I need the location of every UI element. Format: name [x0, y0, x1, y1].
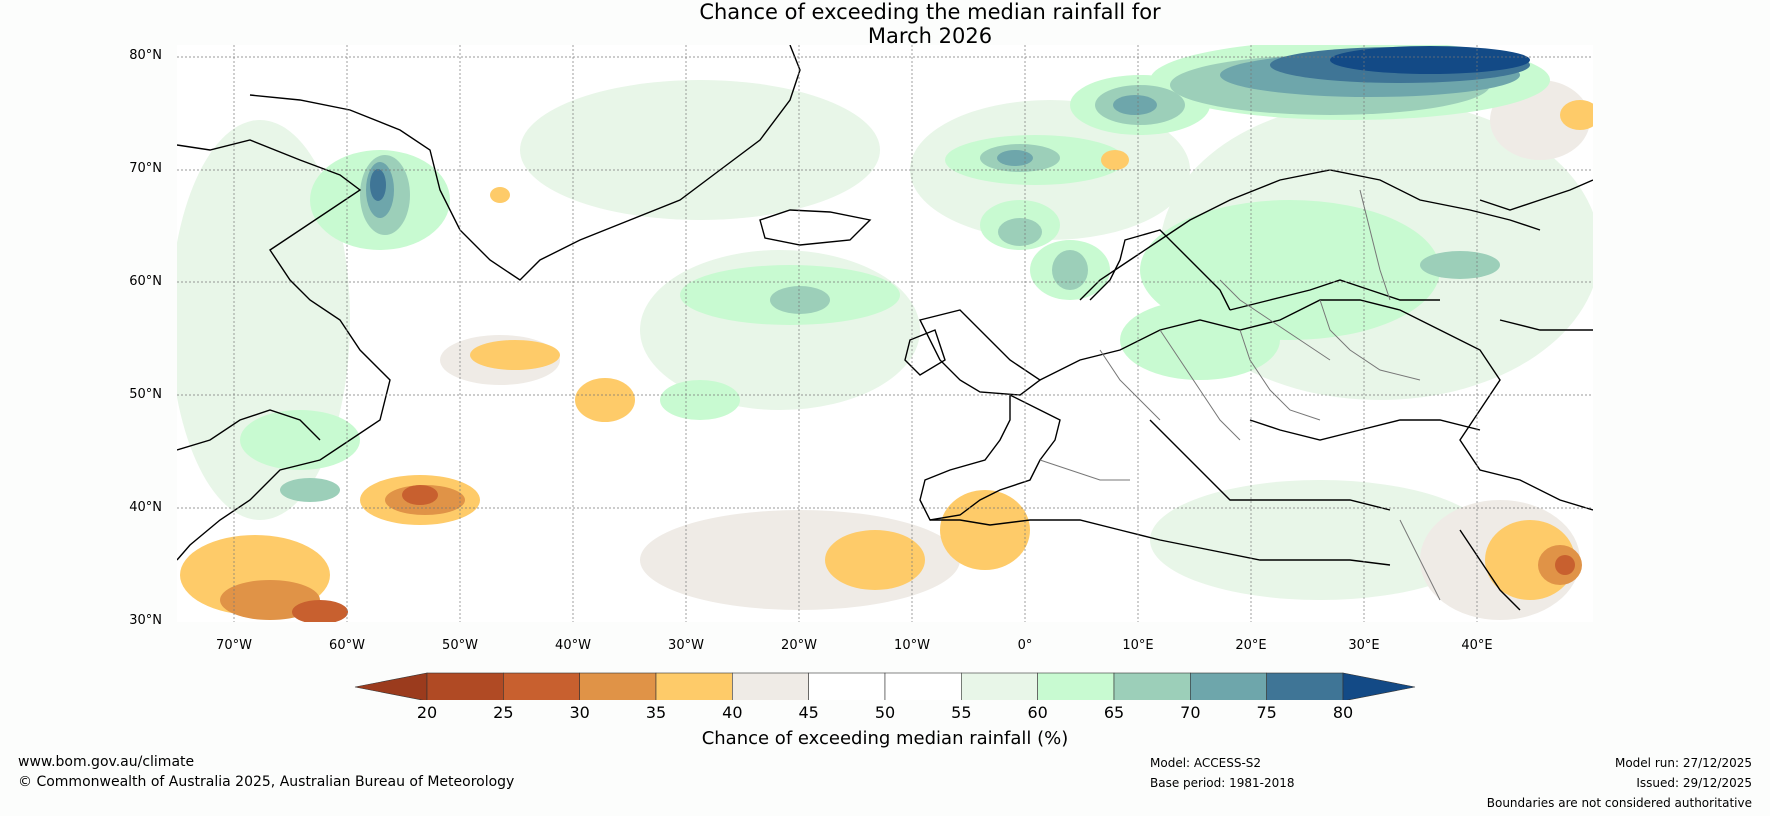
lon-label-0: 0° — [1017, 638, 1033, 653]
colorbar-under-arrow — [354, 672, 428, 702]
colorbar-segment-65-70 — [1113, 672, 1191, 702]
red-anomalies — [292, 485, 1575, 622]
colorbar-tick-25: 25 — [493, 703, 514, 722]
colorbar-tick-45: 45 — [798, 703, 819, 722]
colorbar-tick-70: 70 — [1180, 703, 1201, 722]
website-link[interactable]: www.bom.gov.au/climate — [18, 754, 195, 770]
lon-label-30w: 30°W — [668, 638, 704, 653]
colorbar-tick-80: 80 — [1332, 703, 1354, 722]
rainfall-map — [177, 45, 1593, 702]
colorbar-tick-60: 60 — [1027, 703, 1048, 722]
colorbar-tick-75: 75 — [1256, 703, 1277, 722]
map-area: 80°N 70°N 60°N 50°N 40°N 30°N 70°W 60°W … — [129, 45, 1593, 702]
lon-label-20w: 20°W — [781, 638, 817, 653]
copyright-text: © Commonwealth of Australia 2025, Austra… — [18, 774, 515, 790]
colorbar-tick-20: 20 — [416, 703, 438, 722]
colorbar — [354, 672, 1416, 702]
deep-blue-anomalies — [1330, 46, 1530, 74]
colorbar-segment-30-35 — [579, 672, 657, 702]
lon-label-10e: 10°E — [1122, 638, 1154, 653]
colorbar-segment-45-50 — [808, 672, 886, 702]
colorbar-segment-25-30 — [503, 672, 580, 702]
colorbar-tick-30: 30 — [569, 703, 590, 722]
lat-label-30n: 30°N — [129, 613, 162, 628]
model-run-text: Model run: 27/12/2025 — [1614, 756, 1752, 770]
colorbar-segment-70-75 — [1190, 672, 1267, 702]
lon-label-50w: 50°W — [442, 638, 478, 653]
lat-label-70n: 70°N — [129, 161, 162, 176]
lat-label-50n: 50°N — [129, 387, 162, 402]
gridlines — [177, 45, 1593, 622]
title-line-2: March 2026 — [867, 24, 993, 48]
colorbar-tick-50: 50 — [874, 703, 896, 722]
lat-label-60n: 60°N — [129, 274, 162, 289]
lon-label-20e: 20°E — [1235, 638, 1267, 653]
lon-label-10w: 10°W — [894, 638, 930, 653]
coastlines — [177, 45, 1593, 611]
colorbar-tick-65: 65 — [1103, 703, 1125, 722]
colorbar-segment-35-40 — [655, 672, 733, 702]
lat-label-80n: 80°N — [129, 48, 162, 63]
lon-label-40w: 40°W — [555, 638, 591, 653]
map-title: Chance of exceeding the median rainfall … — [0, 0, 1770, 48]
colorbar-segment-50-55 — [884, 672, 962, 702]
lon-label-60w: 60°W — [329, 638, 365, 653]
map-canvas — [177, 45, 1593, 622]
colorbar-segment-40-45 — [732, 672, 809, 702]
colorbar-segment-20-25 — [426, 672, 504, 702]
lon-label-70w: 70°W — [216, 638, 252, 653]
colorbar-tick-35: 35 — [645, 703, 667, 722]
colorbar-segment-60-65 — [1037, 672, 1115, 702]
lon-label-40e: 40°E — [1461, 638, 1493, 653]
country-borders — [1039, 189, 1441, 601]
issued-text: Issued: 29/12/2025 — [1636, 776, 1752, 790]
lon-label-30e: 30°E — [1348, 638, 1380, 653]
colorbar-segment-55-60 — [961, 672, 1038, 702]
title-line-1: Chance of exceeding the median rainfall … — [699, 0, 1161, 24]
model-text: Model: ACCESS-S2 — [1150, 756, 1262, 770]
lat-label-40n: 40°N — [129, 500, 162, 515]
colorbar-tick-40: 40 — [722, 703, 743, 722]
base-period-text: Base period: 1981-2018 — [1150, 776, 1295, 790]
colorbar-over-arrow — [1342, 672, 1416, 702]
disclaimer-text: Boundaries are not considered authoritat… — [1486, 796, 1752, 810]
colorbar-segment-75-80 — [1266, 672, 1344, 702]
colorbar-tick-55: 55 — [951, 703, 972, 722]
colorbar-label: Chance of exceeding median rainfall (%) — [701, 728, 1069, 749]
